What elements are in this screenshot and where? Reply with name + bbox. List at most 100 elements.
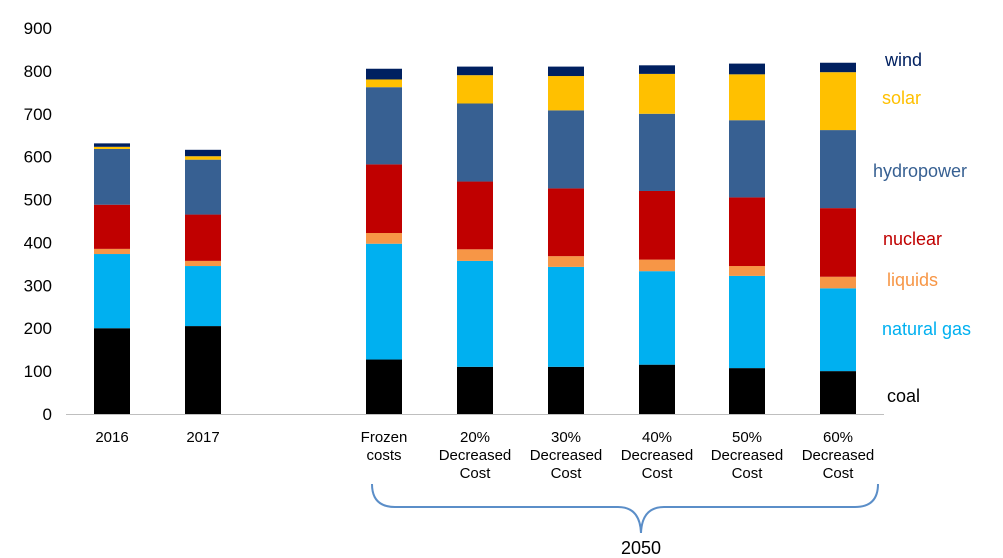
x-tick-label-line: 40% xyxy=(642,429,672,446)
bar-segment-coal xyxy=(94,328,130,414)
legend-label-nuclear: nuclear xyxy=(883,229,942,249)
bar-segment-liquids xyxy=(548,256,584,267)
bars xyxy=(94,62,856,414)
bar-segment-natural-gas xyxy=(820,288,856,372)
bar-segment-hydropower xyxy=(185,159,221,215)
bar-segment-hydropower xyxy=(94,148,130,205)
legend: coal natural gas liquids nuclear hydropower s… xyxy=(873,50,971,406)
x-tick-label-line: Decreased xyxy=(439,447,512,464)
bar-segment-liquids xyxy=(639,259,675,272)
x-tick-label-line: Cost xyxy=(732,465,764,482)
bar-segment-natural-gas xyxy=(548,266,584,367)
legend-label-natural-gas: natural gas xyxy=(882,319,971,339)
bar-segment-solar xyxy=(457,75,493,104)
x-tick-label: Frozen costs xyxy=(361,429,408,464)
x-tick-label-line: 2016 xyxy=(95,429,128,446)
bar-segment-solar xyxy=(548,76,584,111)
y-tick-label: 600 xyxy=(24,148,52,167)
x-tick-label-line: Decreased xyxy=(621,447,694,464)
bar-stack xyxy=(185,149,221,414)
bar-stack xyxy=(548,66,584,414)
bar-segment-wind xyxy=(820,62,856,73)
x-tick-label-line: Frozen xyxy=(361,429,408,446)
bar-segment-wind xyxy=(366,68,402,80)
y-tick-label: 900 xyxy=(24,19,52,38)
x-tick-label-line: 2017 xyxy=(186,429,219,446)
bar-segment-natural-gas xyxy=(366,243,402,360)
bar-segment-solar xyxy=(94,146,130,149)
bar-segment-nuclear xyxy=(366,164,402,234)
bar-segment-coal xyxy=(820,371,856,414)
y-tick-label: 800 xyxy=(24,62,52,81)
legend-label-coal: coal xyxy=(887,386,920,406)
bar-segment-hydropower xyxy=(820,130,856,209)
x-tick-label-line: 60% xyxy=(823,429,853,446)
x-tick-label-line: Cost xyxy=(823,465,855,482)
bar-segment-natural-gas xyxy=(639,271,675,365)
bar-stack xyxy=(729,63,765,414)
x-tick-label: 60% Decreased Cost xyxy=(802,429,875,482)
bar-segment-hydropower xyxy=(729,120,765,198)
legend-label-liquids: liquids xyxy=(887,270,938,290)
y-tick-label: 100 xyxy=(24,362,52,381)
bar-segment-nuclear xyxy=(185,214,221,261)
bar-segment-solar xyxy=(185,156,221,160)
bar-segment-coal xyxy=(548,366,584,414)
x-tick-label-line: Decreased xyxy=(711,447,784,464)
x-tick-label: 40% Decreased Cost xyxy=(621,429,694,482)
x-tick-label-line: Cost xyxy=(642,465,674,482)
x-tick-label-line: costs xyxy=(366,447,401,464)
bar-segment-wind xyxy=(548,66,584,77)
x-tick-label-line: 30% xyxy=(551,429,581,446)
bar-segment-liquids xyxy=(729,266,765,276)
bar-segment-coal xyxy=(185,326,221,414)
bar-segment-solar xyxy=(639,73,675,114)
bar-segment-coal xyxy=(729,368,765,414)
y-tick-label: 300 xyxy=(24,276,52,295)
bar-stack xyxy=(457,66,493,414)
group-label: 2050 xyxy=(621,538,661,558)
x-tick-label-line: Decreased xyxy=(530,447,603,464)
bar-segment-liquids xyxy=(366,233,402,244)
y-tick-label: 400 xyxy=(24,233,52,252)
bar-segment-liquids xyxy=(94,248,130,255)
bar-segment-coal xyxy=(639,364,675,414)
y-tick-label: 700 xyxy=(24,105,52,124)
y-tick-label: 200 xyxy=(24,319,52,338)
x-tick-label-line: 50% xyxy=(732,429,762,446)
x-tick-label-line: 20% xyxy=(460,429,490,446)
bar-segment-wind xyxy=(94,143,130,147)
bar-segment-wind xyxy=(185,149,221,157)
bar-segment-nuclear xyxy=(729,197,765,267)
bar-segment-natural-gas xyxy=(94,254,130,329)
x-tick-label: 2016 xyxy=(95,429,128,446)
bar-segment-liquids xyxy=(457,249,493,261)
bar-segment-nuclear xyxy=(639,190,675,260)
bar-segment-natural-gas xyxy=(729,275,765,369)
bar-segment-nuclear xyxy=(548,188,584,257)
bar-segment-wind xyxy=(639,65,675,74)
bar-segment-solar xyxy=(366,79,402,88)
bar-stack xyxy=(94,143,130,414)
bar-segment-hydropower xyxy=(366,87,402,165)
legend-label-solar: solar xyxy=(882,88,921,108)
bar-segment-hydropower xyxy=(639,113,675,191)
legend-label-wind: wind xyxy=(884,50,922,70)
bar-segment-hydropower xyxy=(548,110,584,189)
x-tick-label-line: Cost xyxy=(460,465,492,482)
bar-stack xyxy=(820,62,856,414)
x-tick-label: 20% Decreased Cost xyxy=(439,429,512,482)
bar-stack xyxy=(639,65,675,414)
bar-segment-wind xyxy=(457,66,493,76)
bar-segment-solar xyxy=(820,72,856,131)
group-bracket xyxy=(371,483,879,534)
bar-segment-nuclear xyxy=(94,204,130,249)
legend-label-hydropower: hydropower xyxy=(873,161,967,181)
bar-segment-nuclear xyxy=(457,181,493,250)
x-tick-label-line: Cost xyxy=(551,465,583,482)
bar-segment-liquids xyxy=(185,260,221,267)
y-tick-label: 0 xyxy=(43,405,52,424)
bar-segment-nuclear xyxy=(820,208,856,277)
